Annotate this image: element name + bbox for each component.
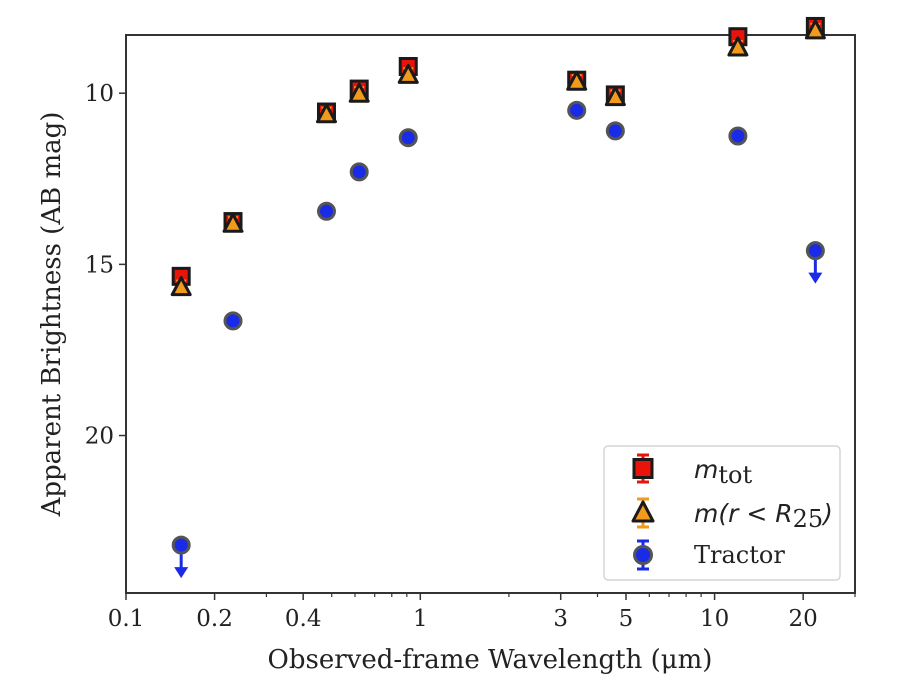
- legend-marker-tractor: [633, 539, 653, 571]
- point-tractor-5: [567, 100, 587, 120]
- axis-ticks: 0.1 0.2 0.4 1 3 5 10 20 10 15 20: [85, 81, 856, 632]
- x-tick-label-3: 1: [413, 606, 428, 632]
- legend: mtot m(r < R25) Tractor: [603, 445, 841, 581]
- point-mr25-4: [397, 63, 419, 84]
- point-mr25-7: [727, 36, 749, 57]
- legend-label-mr25: m(r < R25): [694, 499, 833, 533]
- x-tick-label-4: 3: [553, 606, 568, 632]
- y-tick-label-2: 20: [85, 424, 114, 450]
- y-tick-label-0: 10: [85, 81, 114, 107]
- x-tick-label-6: 10: [700, 606, 729, 632]
- point-mr25-0: [170, 276, 192, 297]
- point-mr25-6: [604, 86, 626, 107]
- point-mr25-2: [315, 103, 337, 124]
- x-tick-label-7: 20: [789, 606, 818, 632]
- point-tractor-2: [316, 201, 336, 221]
- point-tractor-7: [728, 126, 748, 146]
- legend-marker-mtot: [632, 453, 654, 484]
- point-mr25-5: [566, 70, 588, 91]
- legend-box: [603, 445, 841, 581]
- point-tractor-4: [398, 128, 418, 148]
- point-tractor-1: [223, 311, 243, 331]
- x-tick-label-1: 0.2: [196, 606, 233, 632]
- x-tick-label-0: 0.1: [108, 606, 145, 632]
- point-mr25-3: [348, 82, 370, 103]
- y-tick-label-1: 15: [85, 252, 114, 278]
- point-tractor-8: [805, 241, 825, 284]
- x-tick-label-2: 0.4: [285, 606, 322, 632]
- point-tractor-6: [605, 121, 625, 141]
- legend-label-mtot: mtot: [694, 455, 752, 489]
- point-mr25-8: [804, 19, 826, 40]
- data-marks: [170, 16, 826, 579]
- legend-marker-mr25: [631, 497, 655, 529]
- point-mr25-1: [222, 212, 244, 233]
- legend-label-tractor: Tractor: [694, 541, 785, 569]
- y-axis-label: Apparent Brightness (AB mag): [37, 112, 67, 518]
- x-axis-label: Observed-frame Wavelength (μm): [268, 645, 713, 675]
- x-tick-label-5: 5: [619, 606, 634, 632]
- point-tractor-3: [349, 162, 369, 182]
- point-tractor-0: [171, 535, 191, 579]
